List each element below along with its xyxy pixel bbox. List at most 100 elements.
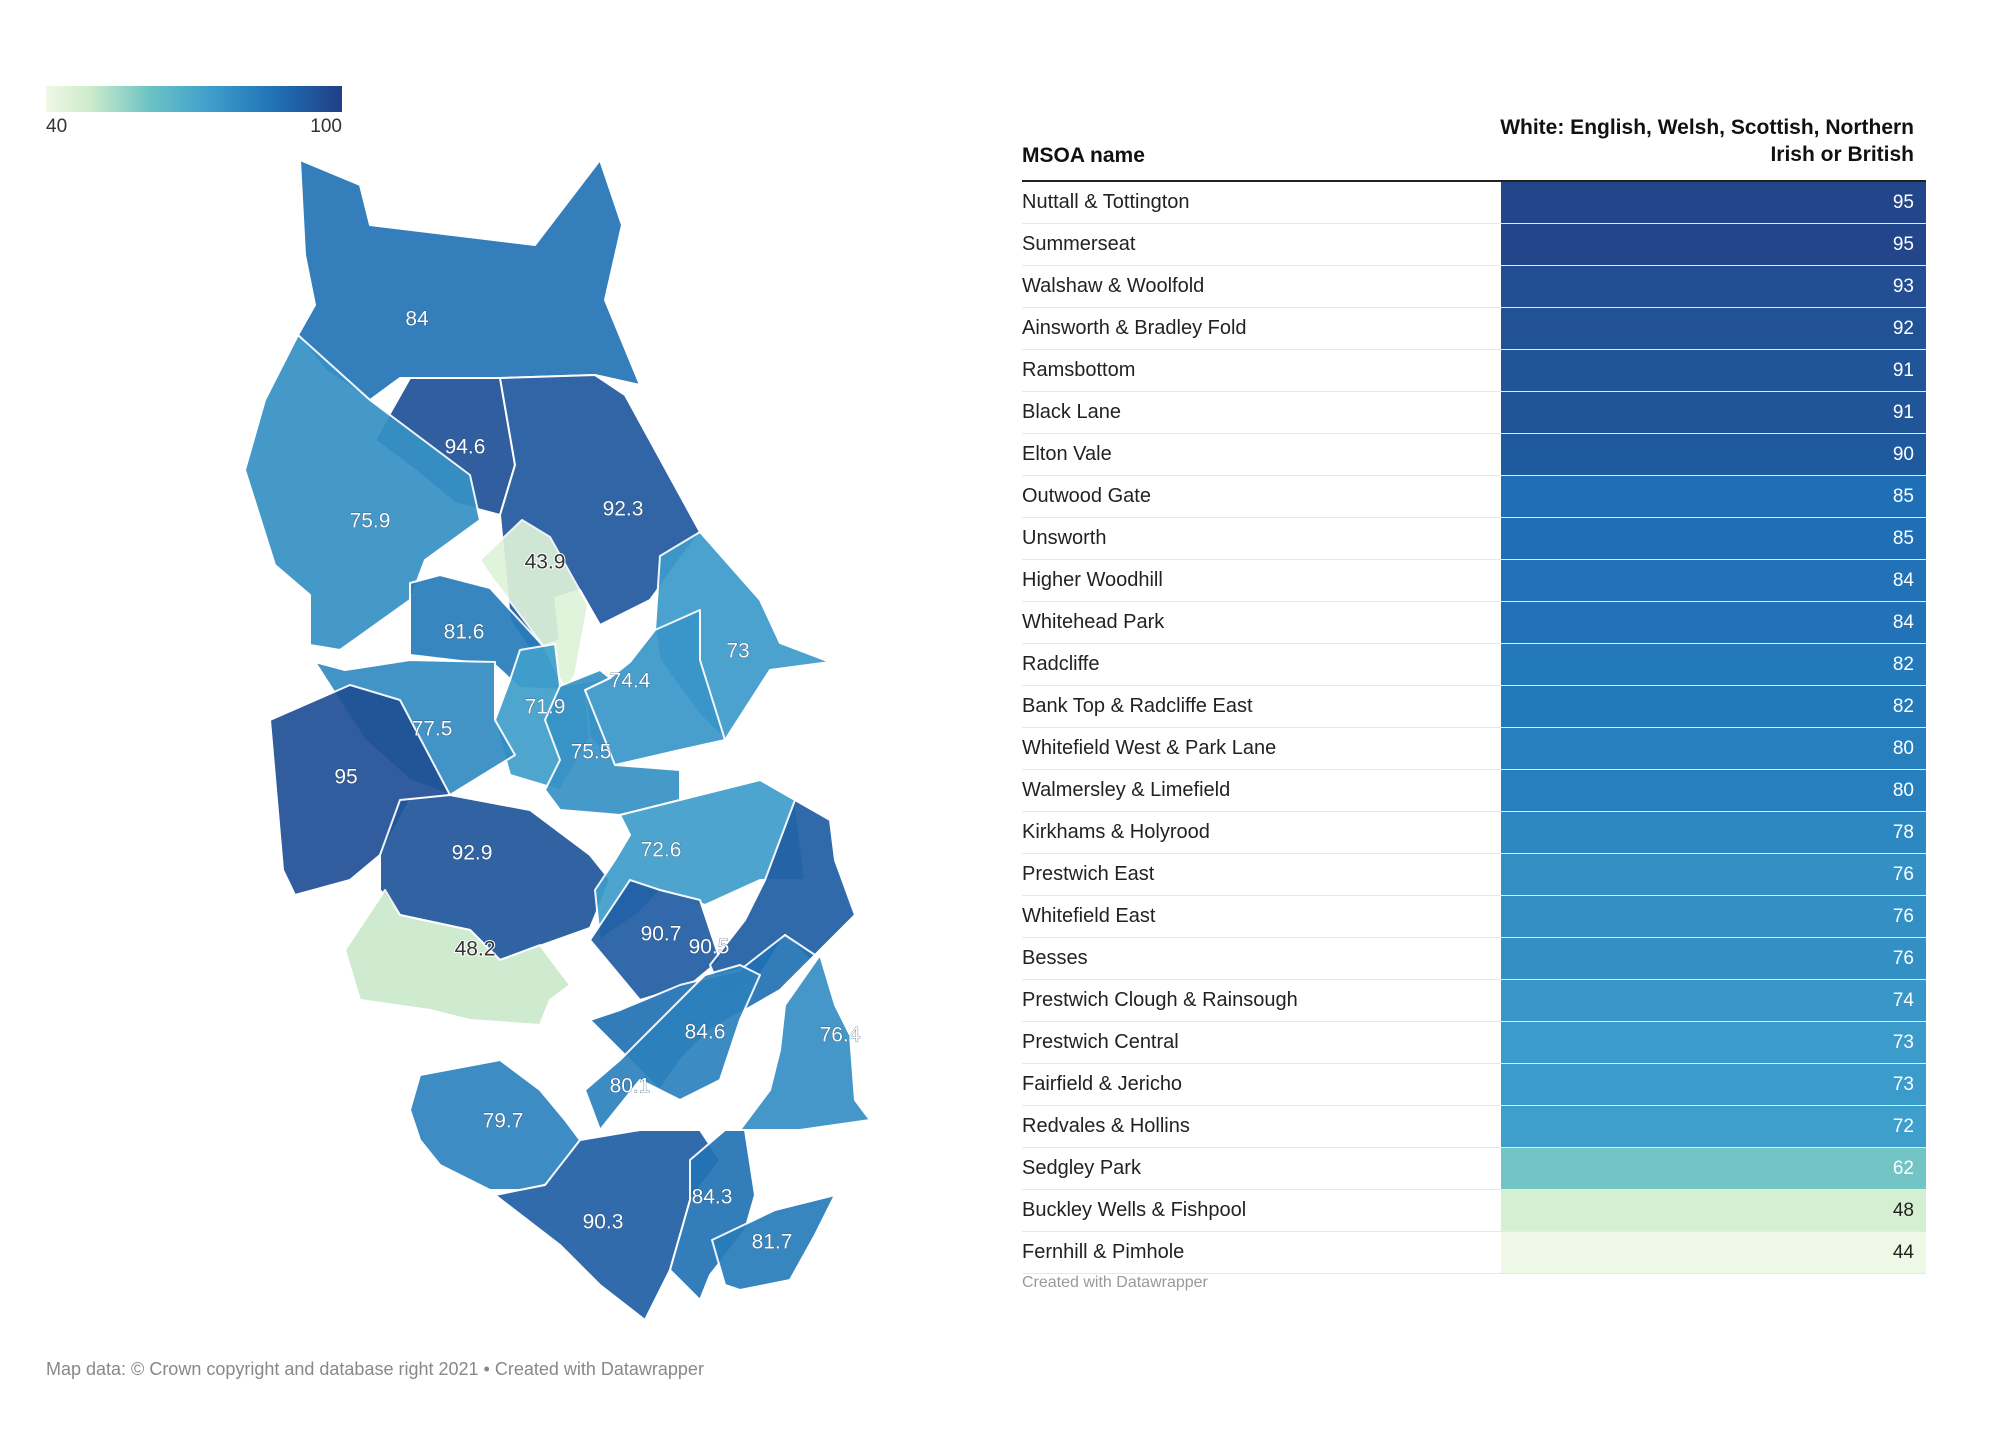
row-msoa-name: Black Lane — [1022, 401, 1121, 423]
map-region[interactable] — [589, 879, 721, 1001]
row-value-cell: 95 — [1501, 224, 1926, 265]
table-body: Nuttall & Tottington 95 Summerseat 95 Walsha… — [1022, 182, 1926, 1274]
map-region[interactable] — [344, 889, 571, 1026]
map-credit: Map data: © Crown copyright and database… — [46, 1359, 704, 1379]
row-msoa-name: Kirkhams & Holyrood — [1022, 821, 1210, 843]
row-value-cell: 91 — [1501, 350, 1926, 391]
row-value: 91 — [1892, 402, 1914, 423]
row-msoa-name: Prestwich Central — [1022, 1031, 1179, 1053]
table-row: Radcliffe 82 — [1022, 644, 1926, 686]
row-msoa-name: Ramsbottom — [1022, 359, 1136, 381]
map-region-label: 72.6 — [641, 839, 682, 862]
row-value-cell: 82 — [1501, 686, 1926, 727]
table-row: Prestwich Central 73 — [1022, 1022, 1926, 1064]
map-region[interactable] — [297, 159, 641, 401]
row-msoa-name: Bank Top & Radcliffe East — [1022, 695, 1253, 717]
map-region-label: 95 — [334, 766, 357, 789]
row-value-cell: 80 — [1501, 770, 1926, 811]
row-value: 78 — [1892, 822, 1914, 843]
row-value: 80 — [1892, 738, 1914, 759]
table-credit: Created with Datawrapper — [1022, 1274, 1208, 1291]
map-region-label: 81.7 — [752, 1231, 793, 1254]
row-value-cell: 85 — [1501, 518, 1926, 559]
row-msoa-name: Whitefield West & Park Lane — [1022, 737, 1277, 759]
row-msoa-name: Higher Woodhill — [1022, 569, 1163, 591]
legend-gradient-bar — [46, 86, 342, 112]
map-region-label: 92.3 — [603, 498, 644, 521]
row-msoa-name: Sedgley Park — [1022, 1157, 1141, 1179]
row-value-cell: 76 — [1501, 896, 1926, 937]
map-region-label: 77.5 — [412, 718, 453, 741]
table-row: Outwood Gate 85 — [1022, 476, 1926, 518]
map-region[interactable] — [244, 334, 481, 651]
table-row: Besses 76 — [1022, 938, 1926, 980]
row-value-cell: 76 — [1501, 854, 1926, 895]
choropleth-map: 84 94.6 75.9 92.3 43.9 81.6 73 74.4 71.9 77.5 75.5… — [244, 159, 871, 1321]
row-value-cell: 84 — [1501, 602, 1926, 643]
row-value-cell: 84 — [1501, 560, 1926, 601]
map-region-label: 90.3 — [583, 1211, 624, 1234]
row-value: 90 — [1892, 444, 1914, 465]
map-region[interactable] — [711, 1194, 836, 1291]
table-row: Kirkhams & Holyrood 78 — [1022, 812, 1926, 854]
row-msoa-name: Buckley Wells & Fishpool — [1022, 1199, 1247, 1221]
table-row: Fairfield & Jericho 73 — [1022, 1064, 1926, 1106]
row-value: 84 — [1892, 570, 1914, 591]
map-region-label: 84.6 — [685, 1021, 726, 1044]
row-value: 72 — [1892, 1116, 1914, 1137]
row-value-cell: 82 — [1501, 644, 1926, 685]
row-value: 76 — [1892, 864, 1914, 885]
map-region[interactable] — [739, 954, 871, 1131]
row-msoa-name: Walmersley & Limefield — [1022, 779, 1231, 801]
row-value-cell: 62 — [1501, 1148, 1926, 1189]
map-region-label: 92.9 — [452, 842, 493, 865]
column-header-value: White: English, Welsh, Scottish, Norther… — [1500, 116, 1914, 166]
map-region-label: 79.7 — [483, 1110, 524, 1133]
map-region-label: 90.7 — [641, 923, 682, 946]
table-row: Prestwich East 76 — [1022, 854, 1926, 896]
row-msoa-name: Walshaw & Woolfold — [1022, 275, 1205, 297]
row-value: 95 — [1892, 192, 1914, 213]
map-region-label: 75.5 — [571, 741, 612, 764]
table-row: Whitefield East 76 — [1022, 896, 1926, 938]
map-region[interactable] — [379, 794, 611, 961]
row-msoa-name: Prestwich East — [1022, 863, 1155, 885]
row-msoa-name: Besses — [1022, 947, 1088, 969]
row-value: 74 — [1892, 990, 1914, 1011]
map-region-label: 74.4 — [610, 670, 651, 693]
table-row: Summerseat 95 — [1022, 224, 1926, 266]
map-region-label: 84 — [405, 308, 429, 331]
table-row: Walshaw & Woolfold 93 — [1022, 266, 1926, 308]
row-msoa-name: Outwood Gate — [1022, 485, 1151, 507]
row-value: 82 — [1892, 696, 1914, 717]
row-msoa-name: Whitehead Park — [1022, 611, 1165, 633]
row-msoa-name: Fairfield & Jericho — [1022, 1073, 1183, 1095]
table-row: Sedgley Park 62 — [1022, 1148, 1926, 1190]
table-header: MSOA name White: English, Welsh, Scottis… — [1022, 110, 1926, 182]
row-value-cell: 74 — [1501, 980, 1926, 1021]
row-msoa-name: Elton Vale — [1022, 443, 1112, 465]
row-value: 62 — [1892, 1158, 1914, 1179]
map-region[interactable] — [584, 964, 761, 1131]
table-row: Redvales & Hollins 72 — [1022, 1106, 1926, 1148]
row-msoa-name: Redvales & Hollins — [1022, 1115, 1190, 1137]
row-value: 93 — [1892, 276, 1914, 297]
row-value: 44 — [1892, 1242, 1914, 1263]
map-region-label: 75.9 — [350, 510, 391, 533]
row-value: 73 — [1892, 1074, 1914, 1095]
row-value: 85 — [1892, 486, 1914, 507]
row-value: 91 — [1892, 360, 1914, 381]
map-region-label: 94.6 — [445, 436, 486, 459]
map-region-label: 84.3 — [692, 1186, 733, 1209]
row-value-cell: 72 — [1501, 1106, 1926, 1147]
row-value: 95 — [1892, 234, 1914, 255]
row-value-cell: 76 — [1501, 938, 1926, 979]
row-value: 82 — [1892, 654, 1914, 675]
table-row: Fernhill & Pimhole 44 — [1022, 1232, 1926, 1274]
color-legend: 40 100 — [46, 86, 342, 137]
map-region-label: 71.9 — [525, 696, 566, 719]
column-header-name: MSOA name — [1022, 144, 1145, 167]
row-value: 76 — [1892, 948, 1914, 969]
row-value-cell: 78 — [1501, 812, 1926, 853]
map-region[interactable] — [494, 1129, 721, 1321]
